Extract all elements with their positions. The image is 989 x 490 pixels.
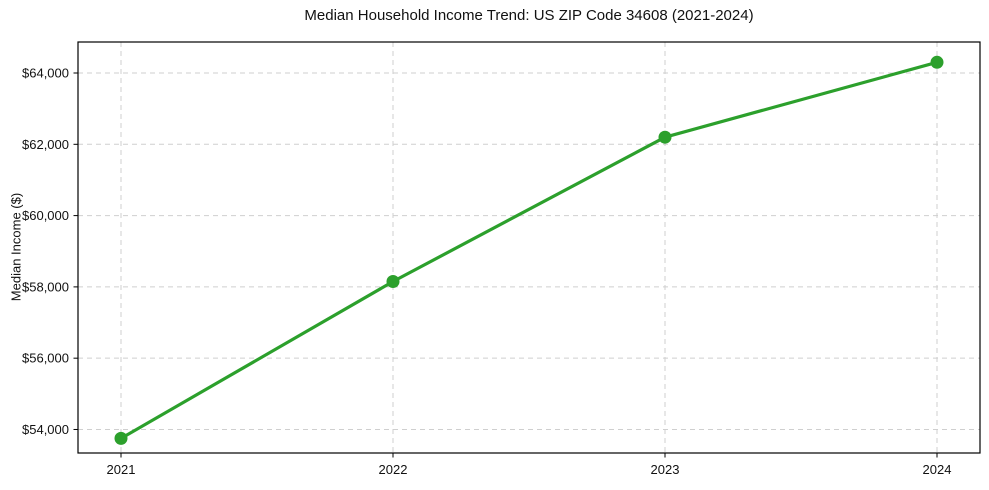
x-tick-label: 2023 (651, 462, 680, 477)
data-point-marker (386, 275, 400, 288)
x-tick-label: 2022 (379, 462, 408, 477)
chart-title: Median Household Income Trend: US ZIP Co… (304, 7, 754, 24)
x-tick-label: 2021 (107, 462, 136, 477)
y-tick-label: $60,000 (22, 208, 69, 223)
plot-border (77, 41, 981, 454)
data-point-marker (930, 55, 944, 69)
y-tick-label: $56,000 (22, 351, 69, 366)
trend-line (119, 60, 939, 440)
y-tick-label: $62,000 (22, 137, 69, 152)
y-tick-label: $64,000 (22, 66, 69, 81)
data-point-marker (658, 130, 672, 144)
x-tick-label: 2024 (923, 462, 952, 477)
y-tick-label: $54,000 (22, 422, 69, 437)
y-tick-label: $58,000 (22, 279, 69, 294)
data-point-marker (114, 431, 128, 445)
